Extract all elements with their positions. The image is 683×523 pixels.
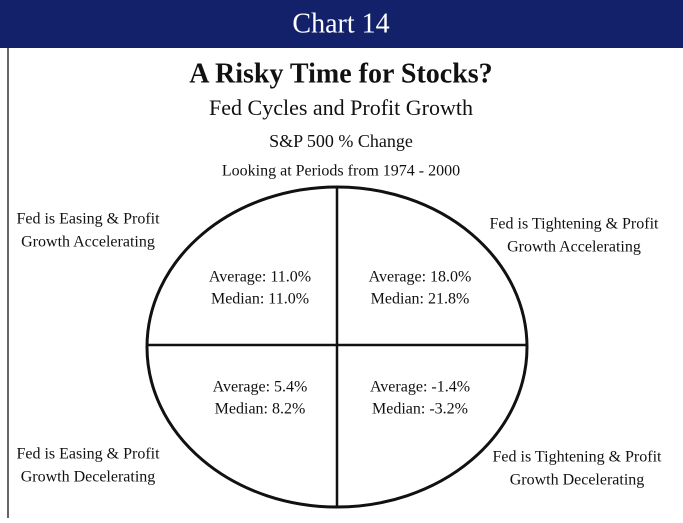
measure: S&P 500 % Change (269, 131, 413, 151)
quadrant-average: Average: 5.4% (213, 379, 308, 396)
quadrant-label: Fed is Easing & Profit (16, 211, 160, 228)
quadrant-average: Average: -1.4% (370, 379, 470, 396)
header-bar (0, 0, 683, 48)
quadrant-label: Growth Decelerating (510, 472, 645, 489)
header-title: Chart 14 (292, 8, 389, 39)
title: A Risky Time for Stocks? (189, 58, 492, 89)
subtitle: Fed Cycles and Profit Growth (209, 95, 473, 120)
quadrant-average: Average: 11.0% (209, 269, 311, 286)
quadrant-label: Fed is Tightening & Profit (490, 216, 659, 233)
quadrant-median: Median: -3.2% (372, 401, 468, 418)
quadrant-label: Growth Accelerating (507, 239, 641, 256)
quadrant-average: Average: 18.0% (369, 269, 472, 286)
quadrant-median: Median: 21.8% (371, 291, 470, 308)
quadrant-label: Fed is Tightening & Profit (493, 449, 662, 466)
quadrant-label: Growth Decelerating (21, 469, 156, 486)
quadrant-label: Growth Accelerating (21, 234, 155, 251)
quadrant-median: Median: 8.2% (215, 401, 306, 418)
period: Looking at Periods from 1974 - 2000 (222, 163, 460, 180)
quadrant-median: Median: 11.0% (211, 291, 309, 308)
quadrant-label: Fed is Easing & Profit (16, 446, 160, 463)
